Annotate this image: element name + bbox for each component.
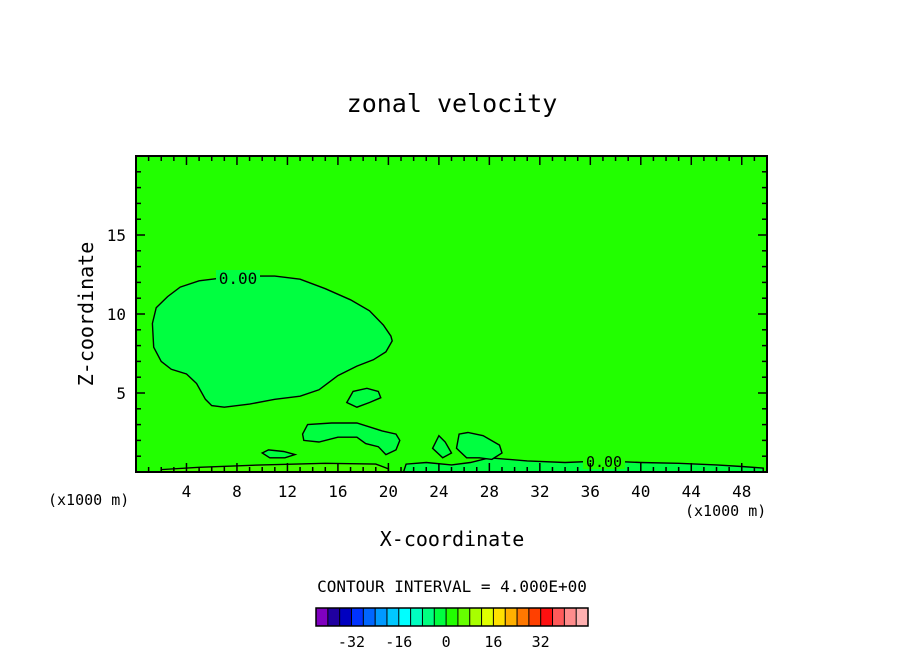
contour-labels: 0.00 0.00 bbox=[216, 269, 625, 471]
colorbar-swatch bbox=[528, 608, 541, 626]
colorbar-swatch bbox=[327, 608, 340, 626]
x-tick-label: 36 bbox=[581, 482, 600, 501]
contour-region-bump-cell-b bbox=[455, 431, 503, 461]
colorbar-swatch bbox=[517, 608, 530, 626]
x-tick-label: 16 bbox=[328, 482, 347, 501]
colorbar-swatch bbox=[434, 608, 447, 626]
colorbar-swatch bbox=[446, 608, 459, 626]
colorbar-swatch bbox=[505, 608, 518, 626]
contour-interval-label: CONTOUR INTERVAL = 4.000E+00 bbox=[317, 577, 587, 596]
x-axis-label: X-coordinate bbox=[380, 527, 525, 551]
colorbar-swatch bbox=[316, 608, 329, 626]
y-tick-label: 5 bbox=[116, 384, 126, 403]
contour-regions bbox=[151, 275, 764, 473]
colorbar-swatch bbox=[398, 608, 411, 626]
x-tick-label: 24 bbox=[429, 482, 448, 501]
colorbar-swatch bbox=[375, 608, 388, 626]
colorbar-swatch bbox=[422, 608, 435, 626]
x-tick-label: 4 bbox=[182, 482, 192, 501]
colorbar-swatch bbox=[481, 608, 494, 626]
colorbar-swatch bbox=[564, 608, 577, 626]
x-tick-label: 20 bbox=[379, 482, 398, 501]
contour-region-small-cell-a bbox=[345, 387, 382, 408]
x-tick-label: 40 bbox=[631, 482, 650, 501]
x-tick-label: 44 bbox=[682, 482, 701, 501]
colorbar-swatch bbox=[363, 608, 376, 626]
colorbar-swatch bbox=[410, 608, 423, 626]
contour-region-small-cell-c bbox=[260, 449, 298, 459]
x-tick-label: 28 bbox=[480, 482, 499, 501]
colorbar-swatch bbox=[576, 608, 589, 626]
colorbar-tick-label: -16 bbox=[385, 633, 412, 651]
x-unit-label-right: (x1000 m) bbox=[685, 502, 766, 520]
contour-region-bump-cell-a bbox=[431, 434, 453, 459]
colorbar-tick-label: 16 bbox=[484, 633, 502, 651]
x-tick-label: 48 bbox=[732, 482, 751, 501]
contour-label: 0.00 bbox=[586, 453, 622, 471]
x-unit-label-left: (x1000 m) bbox=[48, 491, 129, 509]
colorbar-tick-label: 0 bbox=[442, 633, 451, 651]
colorbar-swatch bbox=[386, 608, 400, 626]
colorbar-swatch bbox=[457, 608, 471, 626]
x-tick-label: 12 bbox=[278, 482, 297, 501]
colorbar-tick-label: -32 bbox=[338, 633, 365, 651]
y-axis-label: Z-coordinate bbox=[74, 242, 98, 387]
x-tick-label: 8 bbox=[232, 482, 242, 501]
colorbar-swatch bbox=[493, 608, 506, 626]
colorbar-swatch bbox=[469, 608, 482, 626]
colorbar-frame bbox=[315, 607, 589, 627]
colorbar-tick-label: 32 bbox=[532, 633, 550, 651]
colorbar-swatch bbox=[540, 608, 553, 626]
colorbar: -32 -16 0 16 32 bbox=[315, 607, 589, 651]
contour-label: 0.00 bbox=[219, 269, 258, 288]
colorbar-swatch bbox=[552, 608, 565, 626]
colorbar-swatch bbox=[339, 608, 352, 626]
colorbar-swatch bbox=[351, 608, 364, 626]
x-tick-label: 32 bbox=[530, 482, 549, 501]
y-tick-label: 10 bbox=[107, 305, 126, 324]
contour-label-bg bbox=[583, 454, 625, 469]
contour-label-bg bbox=[216, 270, 260, 286]
chart-title: zonal velocity bbox=[347, 89, 558, 118]
contour-region-small-cell-b bbox=[301, 422, 401, 456]
y-tick-label: 15 bbox=[107, 226, 126, 245]
